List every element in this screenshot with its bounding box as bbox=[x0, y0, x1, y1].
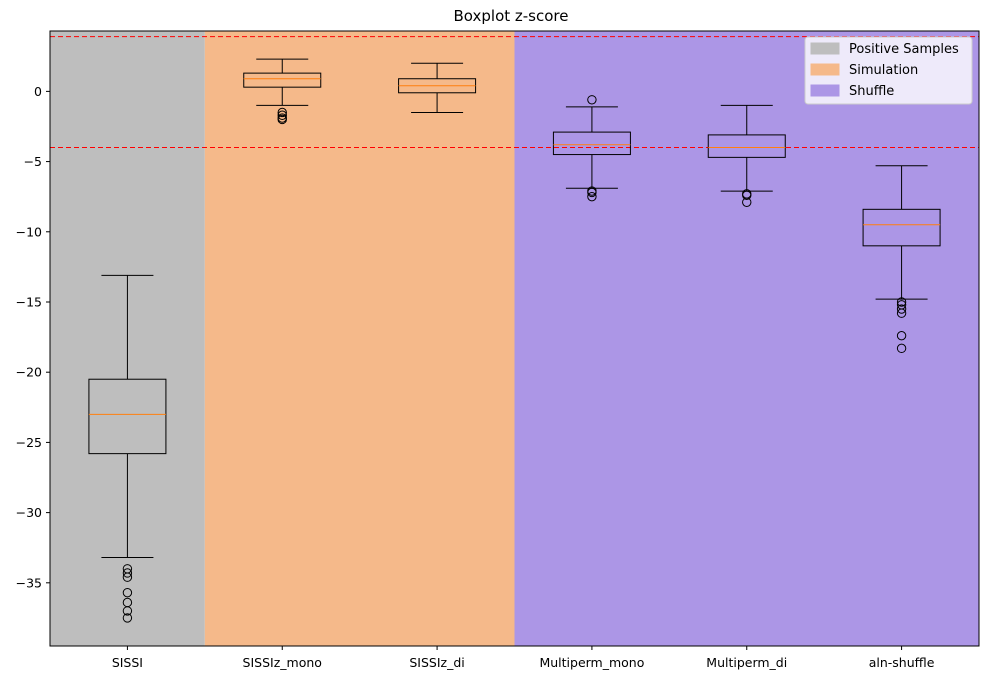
box-aln-shuffle bbox=[862, 165, 941, 354]
outlier-point bbox=[896, 343, 907, 354]
group-bands bbox=[50, 31, 979, 646]
box-multiperm_mono bbox=[552, 95, 631, 202]
outlier-point bbox=[277, 107, 287, 118]
reference-lines bbox=[50, 36, 979, 149]
y-tick-label: −15 bbox=[16, 294, 42, 309]
outlier-point bbox=[742, 197, 752, 208]
outlier-point bbox=[742, 190, 752, 200]
chart-title: Boxplot z-score bbox=[454, 7, 569, 25]
y-tick-label: 0 bbox=[34, 84, 42, 99]
y-tick-label: −25 bbox=[16, 435, 42, 450]
outlier-point bbox=[587, 187, 597, 198]
box-series bbox=[88, 58, 941, 623]
box-iqr bbox=[552, 131, 631, 156]
outlier-point bbox=[896, 304, 907, 314]
plot-frame bbox=[49, 30, 980, 647]
y-tick-label: −30 bbox=[16, 505, 42, 520]
x-tick-label: SISSI bbox=[112, 655, 143, 670]
legend: Positive Samples Simulation Shuffle bbox=[804, 36, 973, 105]
box-multiperm_di bbox=[707, 104, 786, 208]
legend-label: Simulation bbox=[849, 63, 918, 78]
outlier-point bbox=[122, 613, 133, 623]
y-tick-label: −10 bbox=[16, 224, 42, 239]
outlier-point bbox=[122, 572, 133, 582]
axes: 0 −5 −10 −15 −20 −25 −30 −35 SISSI SISSIz_mono SIS… bbox=[16, 30, 980, 670]
box-iqr bbox=[862, 208, 941, 247]
band-simulation bbox=[204, 31, 515, 646]
box-sissi bbox=[88, 274, 167, 623]
legend-label: Positive Samples bbox=[849, 42, 959, 57]
outlier-point bbox=[277, 110, 287, 120]
outlier-point bbox=[587, 191, 597, 202]
legend-swatch bbox=[810, 63, 840, 76]
y-tick-label: −35 bbox=[16, 575, 42, 590]
y-tick-label: −20 bbox=[16, 365, 42, 380]
box-sissiz_di bbox=[398, 62, 477, 113]
box-iqr bbox=[243, 72, 322, 88]
outlier-point bbox=[896, 330, 907, 341]
x-tick-label: SISSIz_di bbox=[409, 655, 464, 670]
outlier-point bbox=[122, 606, 133, 616]
legend-swatch bbox=[810, 84, 840, 97]
y-tick-label: −5 bbox=[24, 154, 42, 169]
box-iqr bbox=[88, 378, 167, 455]
box-sissiz_mono bbox=[243, 58, 322, 125]
x-tick-label: Multiperm_mono bbox=[539, 655, 644, 670]
outlier-point bbox=[122, 587, 133, 598]
x-tick-label: SISSIz_mono bbox=[243, 655, 322, 670]
outlier-point bbox=[122, 568, 133, 578]
outlier-point bbox=[896, 308, 907, 318]
x-tick-label: Multiperm_di bbox=[706, 655, 787, 670]
legend-box bbox=[804, 36, 973, 105]
box-iqr bbox=[707, 134, 786, 158]
outlier-point bbox=[896, 297, 907, 307]
x-tick-label: aln-shuffle bbox=[869, 655, 935, 670]
legend-label: Shuffle bbox=[849, 84, 894, 99]
outlier-point bbox=[587, 95, 597, 105]
outlier-point bbox=[277, 114, 287, 125]
legend-swatch bbox=[810, 42, 840, 55]
